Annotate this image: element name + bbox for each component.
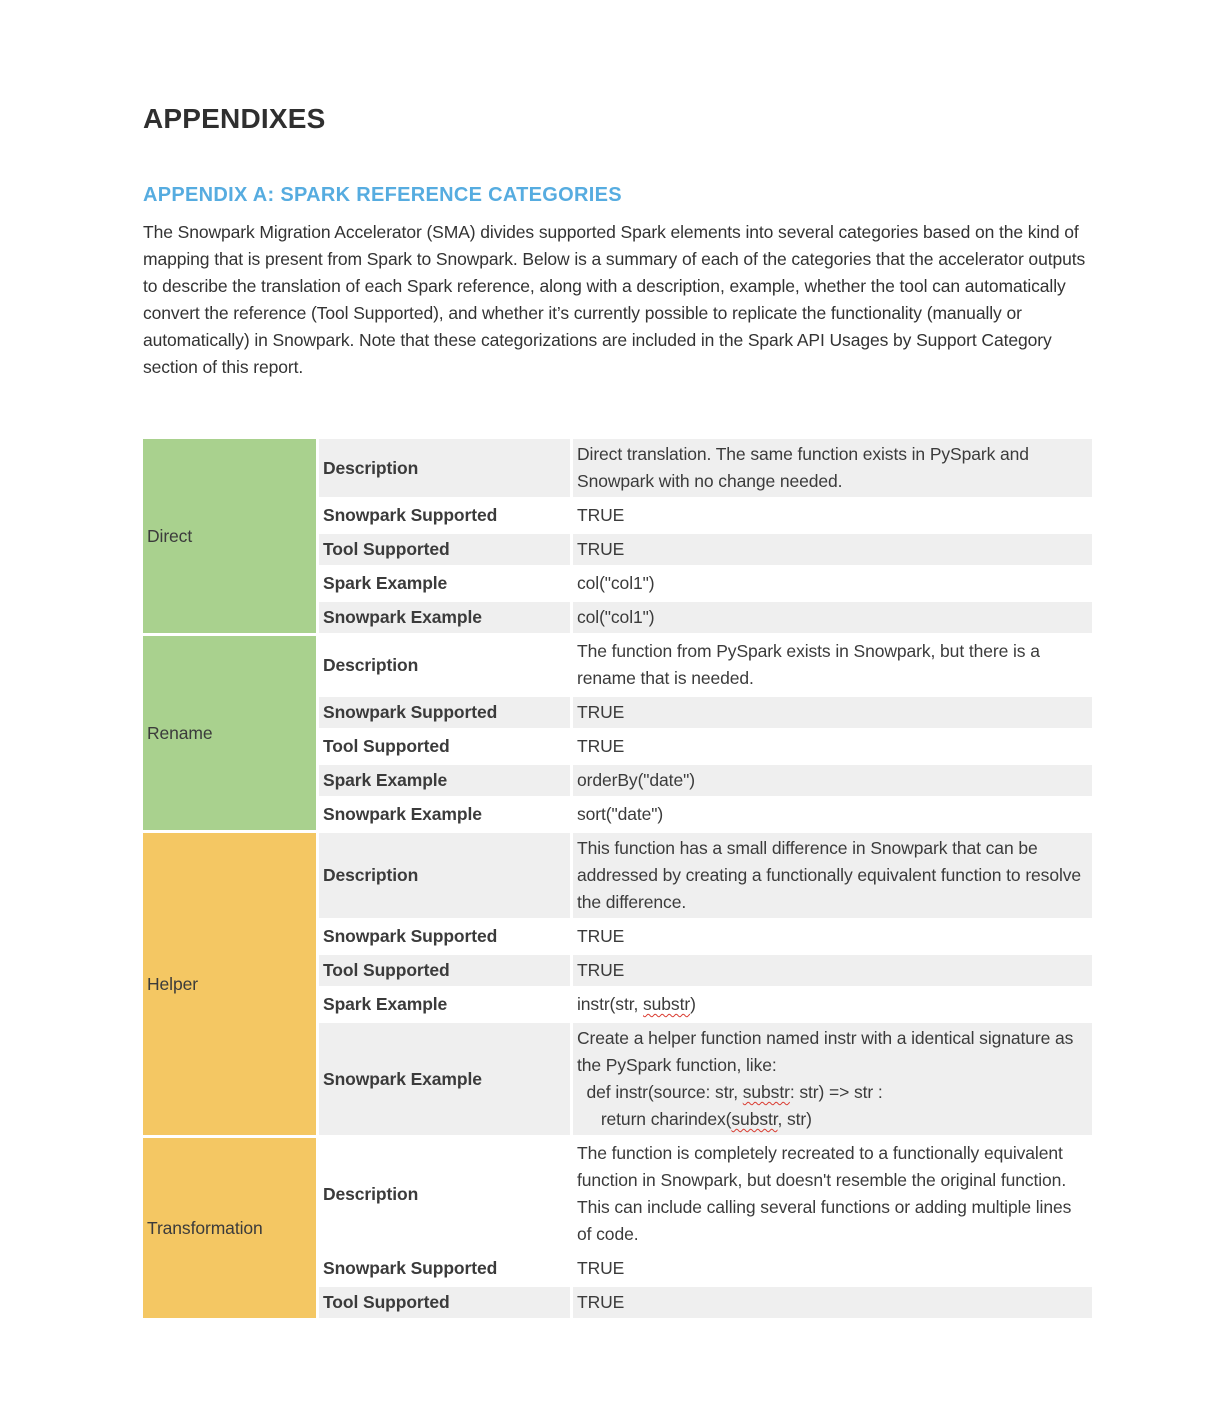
table-row: Snowpark Supported TRUE [143,697,1092,729]
table-row: Snowpark Supported TRUE [143,1253,1092,1284]
table-row: Tool Supported TRUE [143,731,1092,762]
table-row: Snowpark Example sort("date") [143,799,1092,830]
category-cell-helper: Helper [143,833,316,1136]
table-row: Snowpark Supported TRUE [143,500,1092,531]
row-value: sort("date") [577,804,664,825]
table-row: Direct Description Direct translation. T… [143,439,1092,634]
row-label: Tool Supported [323,736,450,757]
category-cell-transformation: Transformation [143,1138,316,1319]
row-label: Snowpark Example [319,1023,570,1136]
row-label: Tool Supported [319,1287,570,1319]
row-value: TRUE [573,955,1092,987]
row-value: Direct translation. The same function ex… [573,439,1092,498]
row-label: Description [319,439,570,498]
row-value: TRUE [577,1258,625,1279]
row-value: The function from PySpark exists in Snow… [577,641,1045,689]
row-value: TRUE [573,534,1092,566]
row-value: orderBy("date") [573,765,1092,797]
row-label: Tool Supported [319,534,570,566]
table-row: Helper Description This function has a s… [143,833,1092,1136]
spellcheck-squiggle: substr [742,1082,790,1103]
row-label: Description [323,1183,419,1204]
table-row: Transformation Description The function … [143,1138,1092,1319]
row-label: Snowpark Supported [323,505,498,526]
table-row: Spark Example col("col1") [143,568,1092,599]
row-label: Snowpark Example [323,804,482,825]
row-label: Spark Example [319,765,570,797]
row-label: Snowpark Supported [323,1258,498,1279]
table-row: Spark Example orderBy("date") [143,765,1092,797]
spark-categories-table: Direct Description Direct translation. T… [140,436,1095,1321]
row-value: TRUE [573,697,1092,729]
spellcheck-squiggle: substr [731,1109,778,1130]
category-cell-direct: Direct [143,439,316,634]
row-value: instr(str, substr) [577,994,696,1015]
row-value: TRUE [573,1287,1092,1319]
row-label: Description [323,654,419,675]
intro-paragraph: The Snowpark Migration Accelerator (SMA)… [143,222,1086,378]
document-page: APPENDIXES APPENDIX A: SPARK REFERENCE C… [143,0,1096,1321]
table-row: Tool Supported TRUE [143,955,1092,987]
row-label: Description [319,833,570,919]
row-value: col("col1") [577,573,655,594]
category-cell-rename: Rename [143,636,316,831]
row-label: Snowpark Supported [319,697,570,729]
table-row: Tool Supported TRUE [143,1287,1092,1319]
row-value: The function is completely recreated to … [577,1143,1077,1245]
table-row: Snowpark Example col("col1") [143,602,1092,634]
page-title: APPENDIXES [143,103,326,134]
table-row: Tool Supported TRUE [143,534,1092,566]
table-row: Snowpark Example Create a helper functio… [143,1023,1092,1136]
appendix-a-heading: APPENDIX A: SPARK REFERENCE CATEGORIES [143,184,622,207]
table-row: Snowpark Supported TRUE [143,921,1092,952]
row-label: Spark Example [323,573,448,594]
table-row: Spark Example instr(str, substr) [143,989,1092,1020]
spellcheck-squiggle: substr [643,994,691,1015]
table-row: Rename Description The function from PyS… [143,636,1092,831]
row-value: col("col1") [573,602,1092,634]
row-value: TRUE [577,736,625,757]
row-value: TRUE [577,926,625,947]
row-value: Create a helper function named instr wit… [573,1023,1092,1136]
row-value: TRUE [577,505,625,526]
row-label: Snowpark Example [319,602,570,634]
row-label: Spark Example [323,994,448,1015]
row-value: This function has a small difference in … [573,833,1092,919]
row-label: Snowpark Supported [323,926,498,947]
row-label: Tool Supported [319,955,570,987]
